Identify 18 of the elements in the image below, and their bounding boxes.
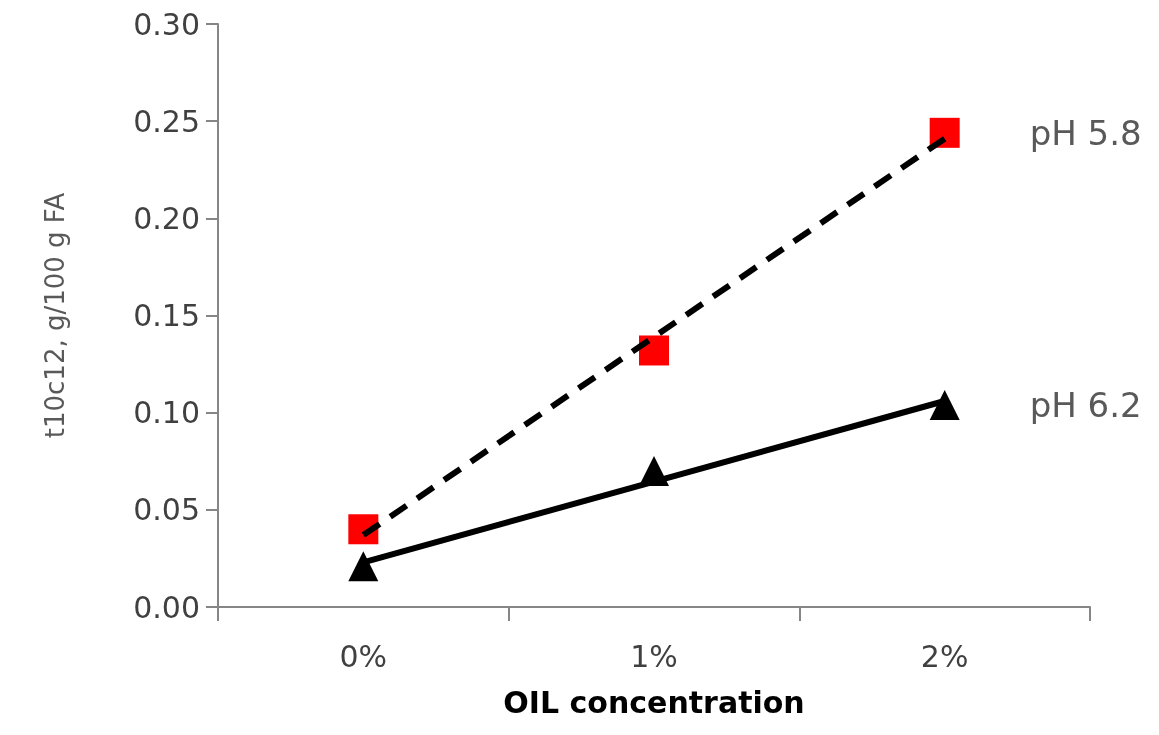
point bbox=[929, 389, 960, 420]
x-axis-title: OIL concentration bbox=[503, 684, 805, 720]
y-tick-label: 0.15 bbox=[133, 298, 200, 333]
x-tick-label: 0% bbox=[339, 638, 388, 674]
y-tick-label: 0.25 bbox=[133, 103, 200, 139]
x-tick-label: 2% bbox=[920, 638, 969, 674]
point bbox=[929, 117, 960, 148]
text: pH 5.8 bbox=[1029, 112, 1142, 153]
point bbox=[639, 335, 669, 366]
y-axis-title: t10c12, g/100 g FA bbox=[40, 192, 70, 439]
y-tick-label: 0.05 bbox=[133, 492, 200, 528]
y-tick-label: 0.00 bbox=[133, 589, 200, 625]
y-tick-label: 0.20 bbox=[133, 200, 200, 236]
y-tick-label: 0.10 bbox=[133, 395, 200, 431]
text: pH 6.2 bbox=[1029, 384, 1142, 425]
y-tick-label: 0.30 bbox=[133, 6, 200, 42]
x-tick-label: 1% bbox=[630, 638, 678, 674]
point bbox=[348, 551, 379, 582]
